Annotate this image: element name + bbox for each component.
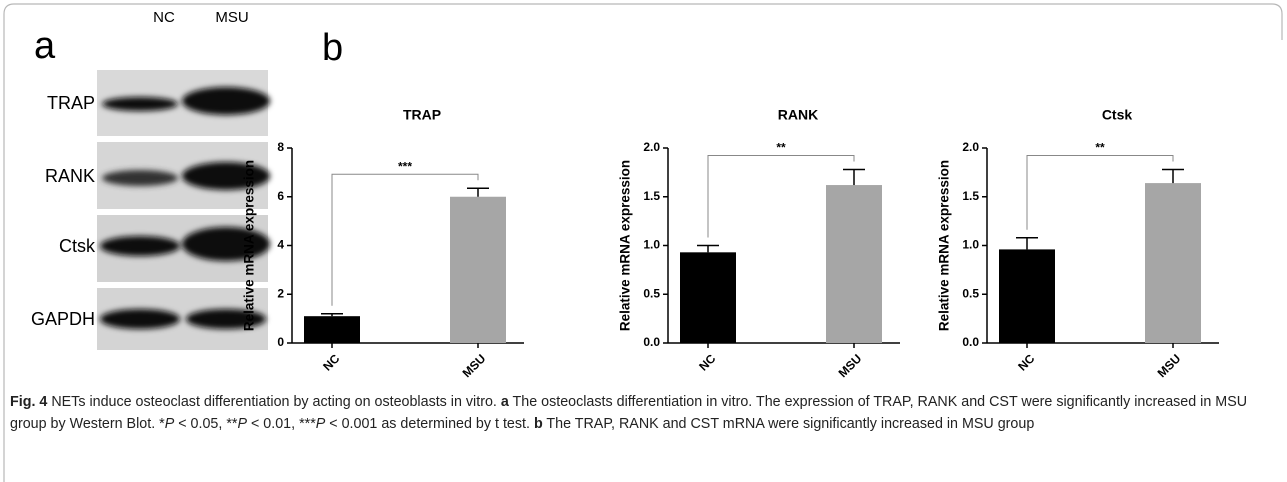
x-tick-label: NC	[320, 351, 342, 373]
row-label: TRAP	[47, 93, 95, 113]
bar	[999, 249, 1055, 343]
band	[102, 97, 178, 111]
chart-title: TRAP	[403, 107, 441, 123]
bar	[680, 252, 736, 343]
y-axis-label: Relative mRNA expression	[242, 160, 257, 331]
row-label: RANK	[45, 166, 95, 186]
caption-text: < 0.001 as determined by t test.	[325, 416, 534, 432]
bar	[450, 197, 506, 343]
band	[182, 227, 270, 261]
y-axis-label: Relative mRNA expression	[937, 160, 952, 331]
band	[182, 162, 270, 190]
band	[100, 309, 180, 329]
y-tick-label: 0.0	[643, 335, 660, 349]
y-tick-label: 0.5	[962, 286, 979, 300]
significance-label: **	[1095, 141, 1105, 155]
page: a NC MSU TRAP RANK Ctsk GAPDH b TRAP Rela…	[0, 0, 1287, 482]
caption-label: Fig. 4	[10, 394, 47, 410]
caption-text: P	[316, 416, 326, 432]
chart-title: RANK	[778, 107, 818, 123]
column-label: MSU	[215, 9, 248, 26]
y-tick-label: 0	[277, 335, 284, 349]
y-tick-label: 8	[277, 140, 284, 154]
y-tick-label: 1.5	[962, 189, 979, 203]
y-tick-label: 1.5	[643, 189, 660, 203]
row-label: Ctsk	[59, 236, 96, 256]
y-tick-label: 0.0	[962, 335, 979, 349]
x-tick-label: MSU	[460, 351, 489, 380]
caption-text: P	[237, 416, 247, 432]
y-tick-label: 0.5	[643, 286, 660, 300]
y-tick-label: 2.0	[643, 140, 660, 154]
y-tick-label: 4	[277, 238, 284, 252]
y-tick-label: 1.0	[643, 238, 660, 252]
y-tick-label: 1.0	[962, 238, 979, 252]
caption-text: a	[501, 394, 509, 410]
y-tick-label: 2.0	[962, 140, 979, 154]
bar	[1145, 183, 1201, 343]
significance-label: ***	[398, 159, 412, 173]
bar	[826, 185, 882, 343]
caption: Fig. 4 NETs induce osteoclast differenti…	[10, 391, 1278, 435]
y-tick-label: 2	[277, 286, 284, 300]
chart-title: Ctsk	[1102, 107, 1133, 123]
row-label: GAPDH	[31, 309, 95, 329]
caption-text: < 0.05, **	[174, 416, 237, 432]
x-tick-label: MSU	[1155, 351, 1184, 380]
band	[102, 170, 178, 186]
caption-text: b	[534, 416, 543, 432]
y-tick-label: 6	[277, 189, 284, 203]
band	[100, 236, 180, 256]
caption-text: The TRAP, RANK and CST mRNA were signifi…	[543, 416, 1035, 432]
x-tick-label: NC	[1015, 351, 1037, 373]
panel-label: b	[322, 27, 343, 69]
bar	[304, 316, 360, 343]
caption-text: P	[165, 416, 175, 432]
x-tick-label: MSU	[836, 351, 865, 380]
panel-label: a	[34, 25, 56, 67]
caption-text: < 0.01, ***	[247, 416, 316, 432]
caption-text: NETs induce osteoclast differentiation b…	[47, 394, 501, 410]
x-tick-label: NC	[696, 351, 718, 373]
y-axis-label: Relative mRNA expression	[618, 160, 633, 331]
band	[182, 87, 270, 115]
column-label: NC	[153, 9, 175, 26]
significance-label: **	[776, 141, 786, 155]
